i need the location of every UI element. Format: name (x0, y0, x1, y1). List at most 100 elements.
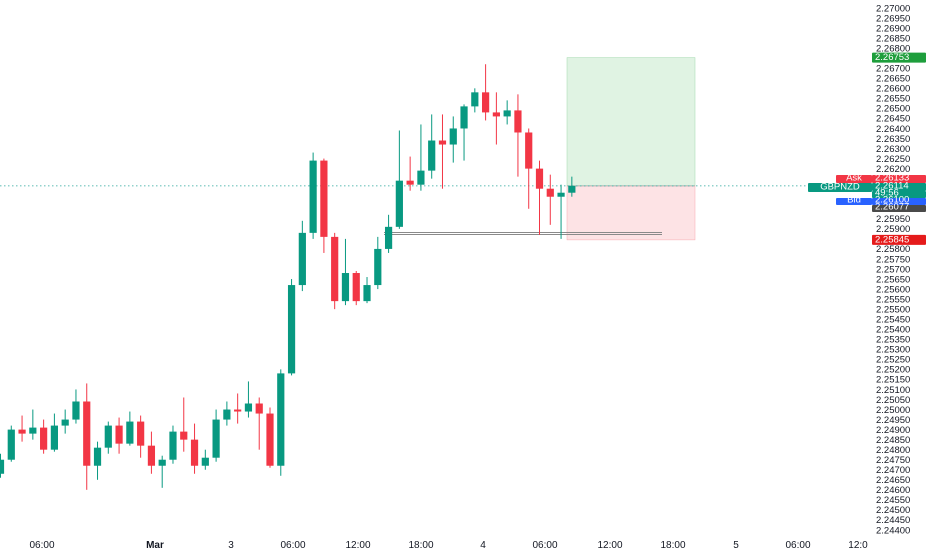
ask-value-badge: 2.26133 (872, 173, 926, 184)
candle (244, 381, 253, 418)
candle (406, 156, 414, 191)
symbol-badge-text: GBPNZD (820, 182, 860, 193)
price-tick-label: 2.25950 (876, 214, 910, 225)
price-tick-label: 2.26650 (876, 74, 910, 85)
candle (158, 455, 166, 488)
price-tick-label: 2.24550 (876, 495, 910, 506)
candle-body (180, 431, 188, 440)
candle-body (126, 421, 134, 444)
price-tick-label: 2.24750 (876, 455, 910, 466)
stop-price-badge-text: 2.25845 (875, 234, 909, 245)
candle-body (234, 409, 242, 412)
price-tick-label: 2.25500 (876, 304, 910, 315)
price-axis[interactable]: 2.270002.269502.269002.268502.268002.267… (876, 3, 910, 536)
countdown-badge-text: 49:56 (875, 188, 899, 199)
candle-body (428, 140, 436, 171)
candle (147, 431, 156, 474)
price-badges: 2.26753 2.25845 Ask 2.26133 GBPNZD 2.2611449:… (808, 52, 926, 245)
candle (320, 158, 328, 253)
candle (384, 214, 393, 253)
price-tick-label: 2.25250 (876, 355, 910, 366)
candle (309, 152, 317, 239)
price-tick-label: 2.25900 (876, 224, 910, 235)
candle (169, 425, 177, 464)
candle-body (460, 106, 468, 129)
target-price-badge: 2.26753 (872, 52, 926, 63)
prev-price-badge-bg (872, 205, 926, 212)
candle (568, 176, 576, 197)
countdown-badge-bg (872, 191, 926, 198)
candle (535, 160, 544, 235)
candle-body (223, 409, 231, 420)
price-tick-label: 2.24850 (876, 435, 910, 446)
candle (0, 453, 5, 478)
symbol-badge: GBPNZD (808, 182, 872, 193)
price-tick-label: 2.24650 (876, 475, 910, 486)
time-tick-label: 18:00 (660, 540, 685, 550)
price-tick-label: 2.25750 (876, 254, 910, 265)
time-tick-label: 06:00 (29, 540, 54, 550)
candle (201, 449, 209, 470)
candle (352, 271, 360, 306)
time-tick-label: 06:00 (280, 540, 305, 550)
candle-body (147, 445, 156, 466)
candle-body (298, 232, 306, 286)
price-tick-label: 2.24800 (876, 445, 910, 456)
time-tick-label: 12:00 (597, 540, 622, 550)
candle-body (395, 180, 403, 227)
candle-body (503, 110, 511, 117)
price-tick-label: 2.25450 (876, 314, 910, 325)
candle (492, 92, 500, 145)
price-tick-label: 2.26900 (876, 23, 910, 34)
candle-body (61, 419, 69, 426)
countdown-badge: 49:56 (872, 188, 926, 199)
time-tick-label: 4 (480, 540, 486, 550)
price-tick-label: 2.25650 (876, 274, 910, 285)
bid-label-badge: Bid (836, 195, 872, 206)
candle-body (190, 439, 199, 466)
candle (298, 220, 306, 292)
candle (428, 114, 436, 179)
horizontal-lines[interactable] (0, 185, 866, 235)
position-zones[interactable] (566, 57, 696, 241)
price-tick-label: 2.25200 (876, 365, 910, 376)
price-tick-label: 2.24500 (876, 505, 910, 516)
bid-value-badge: 2.26100 (872, 195, 926, 206)
candle (61, 409, 69, 434)
candle (395, 130, 403, 229)
candle (557, 184, 565, 239)
price-tick-label: 2.25150 (876, 375, 910, 386)
price-tick-label: 2.25600 (876, 284, 910, 295)
candle-body (93, 447, 102, 466)
candle-body (352, 273, 360, 302)
candle (83, 383, 91, 490)
price-tick-label: 2.25000 (876, 405, 910, 416)
candle (18, 415, 26, 442)
candle-body (482, 92, 490, 113)
candle (514, 94, 522, 177)
price-tick-label: 2.26850 (876, 33, 910, 44)
price-tick-label: 2.26250 (876, 154, 910, 165)
candle-body (40, 427, 48, 450)
prev-price-badge-text: 2.26077 (875, 202, 909, 213)
candle (266, 407, 274, 468)
time-tick-label: 06:00 (532, 540, 557, 550)
time-tick-label: 12:0 (848, 540, 868, 550)
candle (234, 393, 242, 424)
ask-value-badge-bg (872, 175, 926, 183)
candle-body (266, 413, 274, 466)
candle-body (104, 425, 112, 448)
prev-price-badge: 2.26077 (872, 202, 926, 213)
time-axis[interactable]: 06:00 Mar 3 06:00 12:00 18:00 4 06:00 12:00 18:00… (29, 540, 868, 550)
candle-body (406, 180, 414, 185)
ask-value-badge-text: 2.26133 (875, 173, 909, 184)
candle (277, 369, 285, 476)
price-tick-label: 2.25800 (876, 244, 910, 255)
time-tick-label: 5 (733, 540, 739, 550)
price-tick-label: 2.26350 (876, 134, 910, 145)
candle-body (115, 425, 123, 444)
candle-body (72, 401, 80, 420)
candle-body (546, 188, 554, 197)
candle-body (471, 92, 479, 107)
